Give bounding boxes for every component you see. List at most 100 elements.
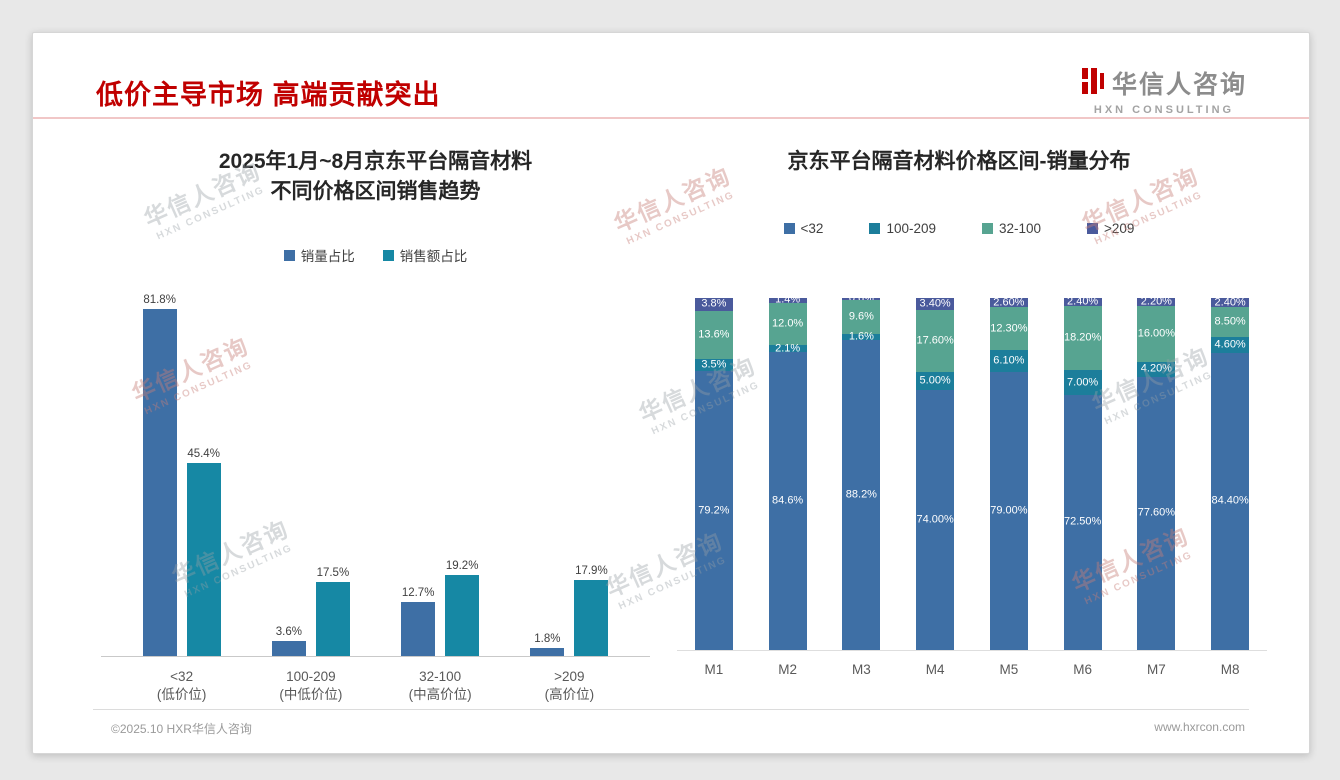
segment-value-label: 8.50% (1214, 315, 1246, 328)
segment-value-label: 2.20% (1140, 295, 1172, 308)
legend-swatch (783, 223, 795, 234)
bar-segment: 0.6% (842, 293, 881, 304)
bar-rect (530, 648, 565, 656)
bar-value-label: 81.8% (143, 293, 176, 306)
segment-value-label: 2.40% (1214, 296, 1246, 309)
segment-value-label: 13.6% (698, 328, 730, 341)
bar-segment: 9.6% (842, 300, 881, 334)
segment-value-label: 12.0% (772, 317, 804, 330)
segment-value-label: 79.2% (698, 504, 730, 517)
bar: 12.7% (401, 587, 436, 656)
segment-value-label: 1.4% (775, 293, 801, 306)
right-chart-plot: 3.8% 13.6% 3.5% 79.2% 1.4% 12.0% 2.1% 84.6% 0.6%… (677, 293, 1267, 651)
logo-name-en: HXN CONSULTING (1093, 104, 1235, 116)
bar-value-label: 12.7% (401, 587, 435, 600)
right-chart-legend: <32 100-209 32-100 >209 (643, 221, 1275, 236)
segment-value-label: 2.40% (1067, 295, 1099, 308)
category-label: M7 (1146, 662, 1166, 677)
left-chart: 2025年1月~8月京东平台隔音材料 不同价格区间销售趋势 销量占比 销售额占比 … (93, 141, 658, 726)
legend-label: >209 (1104, 221, 1135, 236)
category-label: M1 (704, 662, 724, 677)
left-chart-title-line1: 2025年1月~8月京东平台隔音材料 (218, 150, 533, 173)
bar-segment: 84.40% (1211, 352, 1250, 650)
stacked-bar: 2.40% 8.50% 4.60% 84.40% (1211, 296, 1250, 650)
segment-value-label: 9.6% (848, 310, 874, 323)
bar-segment: 2.60% (989, 296, 1028, 309)
bar: 1.8% (530, 633, 565, 656)
stacked-bar: 3.8% 13.6% 3.5% 79.2% (694, 297, 733, 650)
category-label: M3 (851, 662, 871, 677)
bar-segment: 88.2% (842, 339, 881, 650)
segment-value-label: 2.60% (993, 296, 1025, 309)
legend-swatch (981, 223, 993, 234)
legend-label: <32 (800, 221, 824, 236)
bar: 17.5% (315, 566, 350, 656)
segment-value-label: 1.6% (848, 330, 874, 343)
bar-value-label: 3.6% (275, 625, 302, 638)
bar-segment: 8.50% (1211, 306, 1250, 337)
bar-segment: 18.20% (1063, 306, 1102, 371)
footer-website: www.hxrcon.com (1154, 720, 1245, 734)
bar-segment: 84.6% (768, 352, 807, 650)
legend-item: >209 (1087, 221, 1134, 236)
segment-value-label: 7.00% (1067, 376, 1099, 389)
bar-value-label: 17.5% (316, 566, 350, 579)
logo-name-cn: 华信人咨询 (1111, 71, 1247, 99)
bar: 3.6% (271, 625, 306, 656)
legend-label: 销售额占比 (399, 249, 468, 264)
bar-segment: 3.5% (694, 358, 733, 372)
slide: 低价主导市场 高端贡献突出 华信人咨询 HXN CONSULTING 2025年… (32, 32, 1310, 754)
bar-segment: 4.60% (1211, 336, 1250, 353)
segment-value-label: 3.5% (701, 358, 727, 371)
bar-segment: 72.50% (1063, 394, 1102, 650)
bar-segment: 1.4% (768, 293, 807, 306)
bar-segment: 79.00% (989, 371, 1028, 650)
stacked-bar: 2.60% 12.30% 6.10% 79.00% (989, 296, 1028, 650)
legend-item: 100-209 (869, 221, 936, 236)
left-chart-title: 2025年1月~8月京东平台隔音材料 不同价格区间销售趋势 (93, 147, 658, 208)
segment-value-label: 79.00% (990, 504, 1028, 517)
legend-label: 100-209 (886, 221, 936, 236)
segment-value-label: 72.50% (1063, 515, 1102, 528)
bar-rect (445, 574, 480, 656)
segment-value-label: 74.00% (916, 513, 954, 526)
bar-segment: 16.00% (1137, 305, 1176, 363)
category-label: M5 (999, 662, 1019, 677)
segment-value-label: 18.20% (1063, 331, 1102, 344)
bar-value-label: 45.4% (187, 448, 220, 461)
legend-item: <32 (783, 221, 824, 236)
bar: 17.9% (574, 565, 609, 656)
segment-value-label: 16.00% (1137, 327, 1176, 340)
bar-segment: 2.1% (768, 342, 807, 354)
bar-group: 81.8% 45.4% (138, 294, 226, 656)
bar-rect (142, 308, 177, 656)
hxn-logo: 华信人咨询 HXN CONSULTING (1081, 65, 1247, 116)
legend-item: 销售额占比 (382, 245, 468, 265)
right-chart-title: 京东平台隔音材料价格区间-销量分布 (787, 150, 1131, 173)
bar-segment: 5.00% (916, 371, 955, 390)
segment-value-label: 5.00% (919, 374, 951, 387)
left-chart-title-line2: 不同价格区间销售趋势 (270, 180, 481, 204)
bar-segment: 12.30% (989, 307, 1028, 351)
bar-segment: 3.40% (916, 297, 955, 310)
category-label: >209 (高价位) (544, 669, 595, 703)
header-divider (33, 117, 1309, 119)
stacked-bar: 3.40% 17.60% 5.00% 74.00% (916, 297, 955, 650)
bar-segment: 6.10% (989, 350, 1028, 372)
bar-value-label: 1.8% (534, 633, 561, 646)
bar-rect (401, 602, 436, 656)
segment-value-label: 3.40% (919, 297, 951, 310)
segment-value-label: 2.1% (775, 342, 801, 354)
bar-rect (271, 640, 306, 656)
stacked-bar: 2.40% 18.20% 7.00% 72.50% (1063, 295, 1102, 650)
bar-group: 12.7% 19.2% (396, 560, 484, 656)
bar: 81.8% (142, 293, 177, 656)
legend-swatch (869, 223, 881, 234)
segment-value-label: 12.30% (990, 322, 1028, 335)
segment-value-label: 3.8% (701, 297, 727, 310)
bar-segment: 77.60% (1137, 376, 1176, 650)
bar-segment: 2.20% (1137, 295, 1176, 308)
category-label: M4 (925, 662, 945, 677)
right-chart-categories: M1 M2 M3 M4 M5 M6 M7 M8 (677, 654, 1267, 677)
segment-value-label: 6.10% (993, 354, 1025, 367)
